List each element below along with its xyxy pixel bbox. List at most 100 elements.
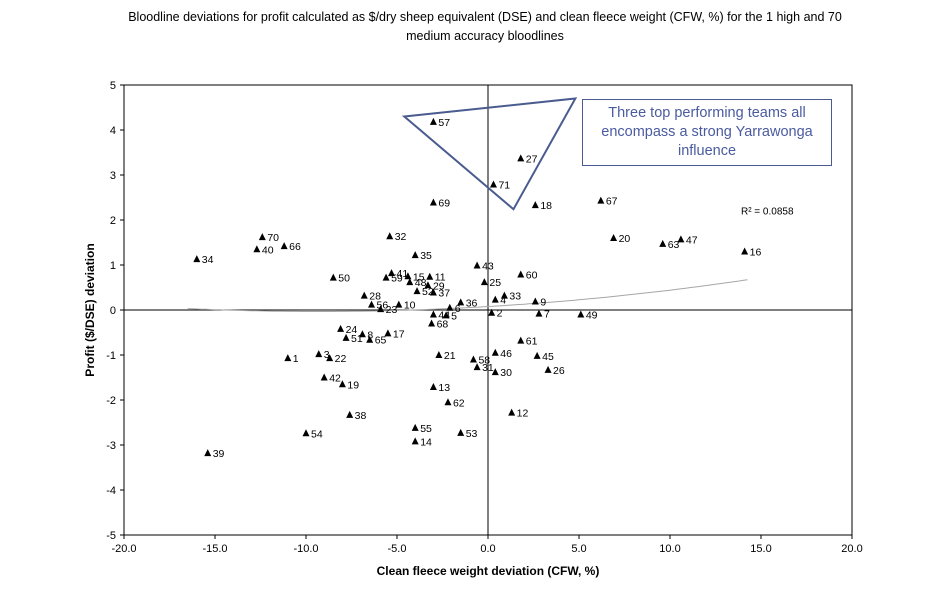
point-label: 25 bbox=[489, 277, 501, 289]
point-marker bbox=[315, 350, 323, 358]
point-marker bbox=[577, 310, 585, 318]
y-tick-label: -2 bbox=[106, 395, 116, 407]
y-tick-label: 2 bbox=[110, 215, 116, 227]
point-label: 58 bbox=[478, 355, 490, 367]
triangle-outline bbox=[401, 97, 578, 211]
x-tick-label: 15.0 bbox=[750, 543, 771, 555]
point-marker bbox=[489, 180, 497, 188]
point-label: 52 bbox=[422, 286, 434, 298]
y-tick-label: 1 bbox=[110, 260, 116, 272]
x-tick-label: -20.0 bbox=[111, 543, 136, 555]
point-label: 34 bbox=[202, 254, 214, 266]
point-label: 42 bbox=[329, 373, 341, 385]
point-marker bbox=[741, 247, 749, 255]
point-marker bbox=[457, 428, 465, 436]
point-marker bbox=[384, 329, 392, 337]
point-label: 7 bbox=[544, 309, 550, 321]
trendline bbox=[187, 279, 748, 312]
point-marker bbox=[284, 354, 292, 362]
point-label: 9 bbox=[540, 296, 546, 308]
point-label: 69 bbox=[438, 197, 450, 209]
point-label: 26 bbox=[553, 365, 565, 377]
x-axis-title: Clean fleece weight deviation (CFW, %) bbox=[377, 564, 600, 578]
point-label: 39 bbox=[213, 448, 225, 460]
point-label: 35 bbox=[420, 250, 432, 262]
point-label: 21 bbox=[444, 350, 456, 362]
point-marker bbox=[469, 355, 477, 363]
point-label: 54 bbox=[311, 428, 323, 440]
point-marker bbox=[280, 242, 288, 250]
point-marker bbox=[531, 297, 539, 305]
point-label: 49 bbox=[586, 310, 598, 322]
point-marker bbox=[386, 232, 394, 240]
y-tick-label: 0 bbox=[110, 305, 116, 317]
point-marker bbox=[531, 201, 539, 209]
point-label: 16 bbox=[750, 247, 762, 259]
point-marker bbox=[337, 324, 345, 332]
y-tick-label: 5 bbox=[110, 80, 116, 92]
point-label: 29 bbox=[433, 280, 445, 292]
point-label: 70 bbox=[267, 232, 279, 244]
point-label: 50 bbox=[338, 273, 350, 285]
point-label: 3 bbox=[324, 349, 330, 361]
chart-title: Bloodline deviations for profit calculat… bbox=[128, 10, 842, 43]
point-label: 15 bbox=[413, 271, 425, 283]
point-label: 37 bbox=[438, 287, 450, 299]
point-marker bbox=[342, 333, 350, 341]
point-label: 63 bbox=[668, 239, 680, 251]
point-marker bbox=[424, 281, 432, 289]
point-marker bbox=[338, 380, 346, 388]
point-marker bbox=[382, 273, 390, 281]
point-label: 38 bbox=[355, 410, 367, 422]
point-marker bbox=[517, 154, 525, 162]
point-marker bbox=[368, 300, 376, 308]
point-marker bbox=[535, 309, 543, 317]
point-label: 48 bbox=[415, 277, 427, 289]
trendline-curve bbox=[187, 279, 748, 312]
x-tick-label: -5.0 bbox=[388, 543, 407, 555]
point-marker bbox=[360, 291, 368, 299]
point-marker bbox=[517, 336, 525, 344]
point-marker bbox=[473, 363, 481, 371]
x-tick-label: 5.0 bbox=[571, 543, 586, 555]
point-label: 30 bbox=[500, 367, 512, 379]
point-label: 27 bbox=[526, 153, 538, 165]
x-tick-label: 10.0 bbox=[659, 543, 680, 555]
point-label: 17 bbox=[393, 328, 405, 340]
y-tick-label: 3 bbox=[110, 170, 116, 182]
point-marker bbox=[610, 234, 618, 241]
point-marker bbox=[597, 196, 605, 204]
point-marker bbox=[411, 437, 419, 445]
point-label: 28 bbox=[369, 291, 381, 303]
point-label: 1 bbox=[293, 353, 299, 365]
point-label: 32 bbox=[395, 231, 407, 243]
point-label: 33 bbox=[509, 291, 521, 303]
point-label: 13 bbox=[438, 382, 450, 394]
point-marker bbox=[500, 291, 508, 299]
point-label: 68 bbox=[437, 319, 449, 331]
point-label: 11 bbox=[435, 272, 446, 284]
point-label: 66 bbox=[289, 241, 301, 253]
point-marker bbox=[446, 303, 454, 311]
point-label: 22 bbox=[335, 353, 347, 365]
point-label: 56 bbox=[377, 300, 389, 312]
point-marker bbox=[413, 287, 421, 295]
point-label: 8 bbox=[367, 329, 373, 341]
point-marker bbox=[404, 272, 412, 280]
point-marker bbox=[444, 398, 452, 406]
point-label: 53 bbox=[466, 428, 478, 440]
point-label: 18 bbox=[540, 200, 552, 212]
point-label: 43 bbox=[482, 260, 494, 272]
y-tick-label: -4 bbox=[106, 485, 116, 497]
point-marker bbox=[435, 351, 443, 358]
axes: -20.0 -15.0 -10.0 -5.0 0.0 5.0 10.0 15.0 20.0543… bbox=[106, 80, 862, 555]
point-label: 46 bbox=[500, 348, 512, 360]
point-marker bbox=[429, 288, 437, 296]
point-label: 14 bbox=[420, 436, 432, 448]
point-label: 57 bbox=[438, 117, 450, 129]
y-axis-title: Profit ($/DSE) deviation bbox=[83, 243, 97, 376]
point-marker bbox=[488, 308, 496, 316]
point-marker bbox=[491, 348, 499, 356]
point-marker bbox=[204, 449, 212, 457]
